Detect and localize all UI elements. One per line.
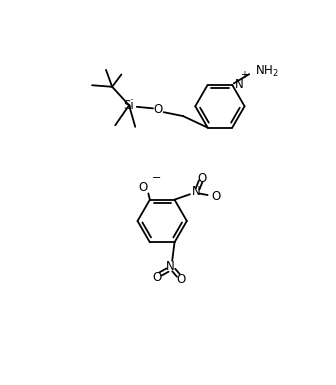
Text: N: N: [192, 186, 201, 198]
Text: N: N: [235, 78, 243, 90]
Text: Si: Si: [124, 99, 134, 112]
Text: O: O: [211, 190, 221, 203]
Text: O: O: [154, 104, 163, 116]
Text: O: O: [177, 273, 186, 286]
Text: +: +: [240, 70, 248, 80]
Text: NH$_2$: NH$_2$: [255, 64, 279, 79]
Text: −: −: [152, 173, 162, 183]
Text: O: O: [138, 181, 148, 194]
Text: O: O: [152, 271, 161, 284]
Text: N: N: [166, 261, 175, 273]
Text: O: O: [198, 172, 207, 184]
